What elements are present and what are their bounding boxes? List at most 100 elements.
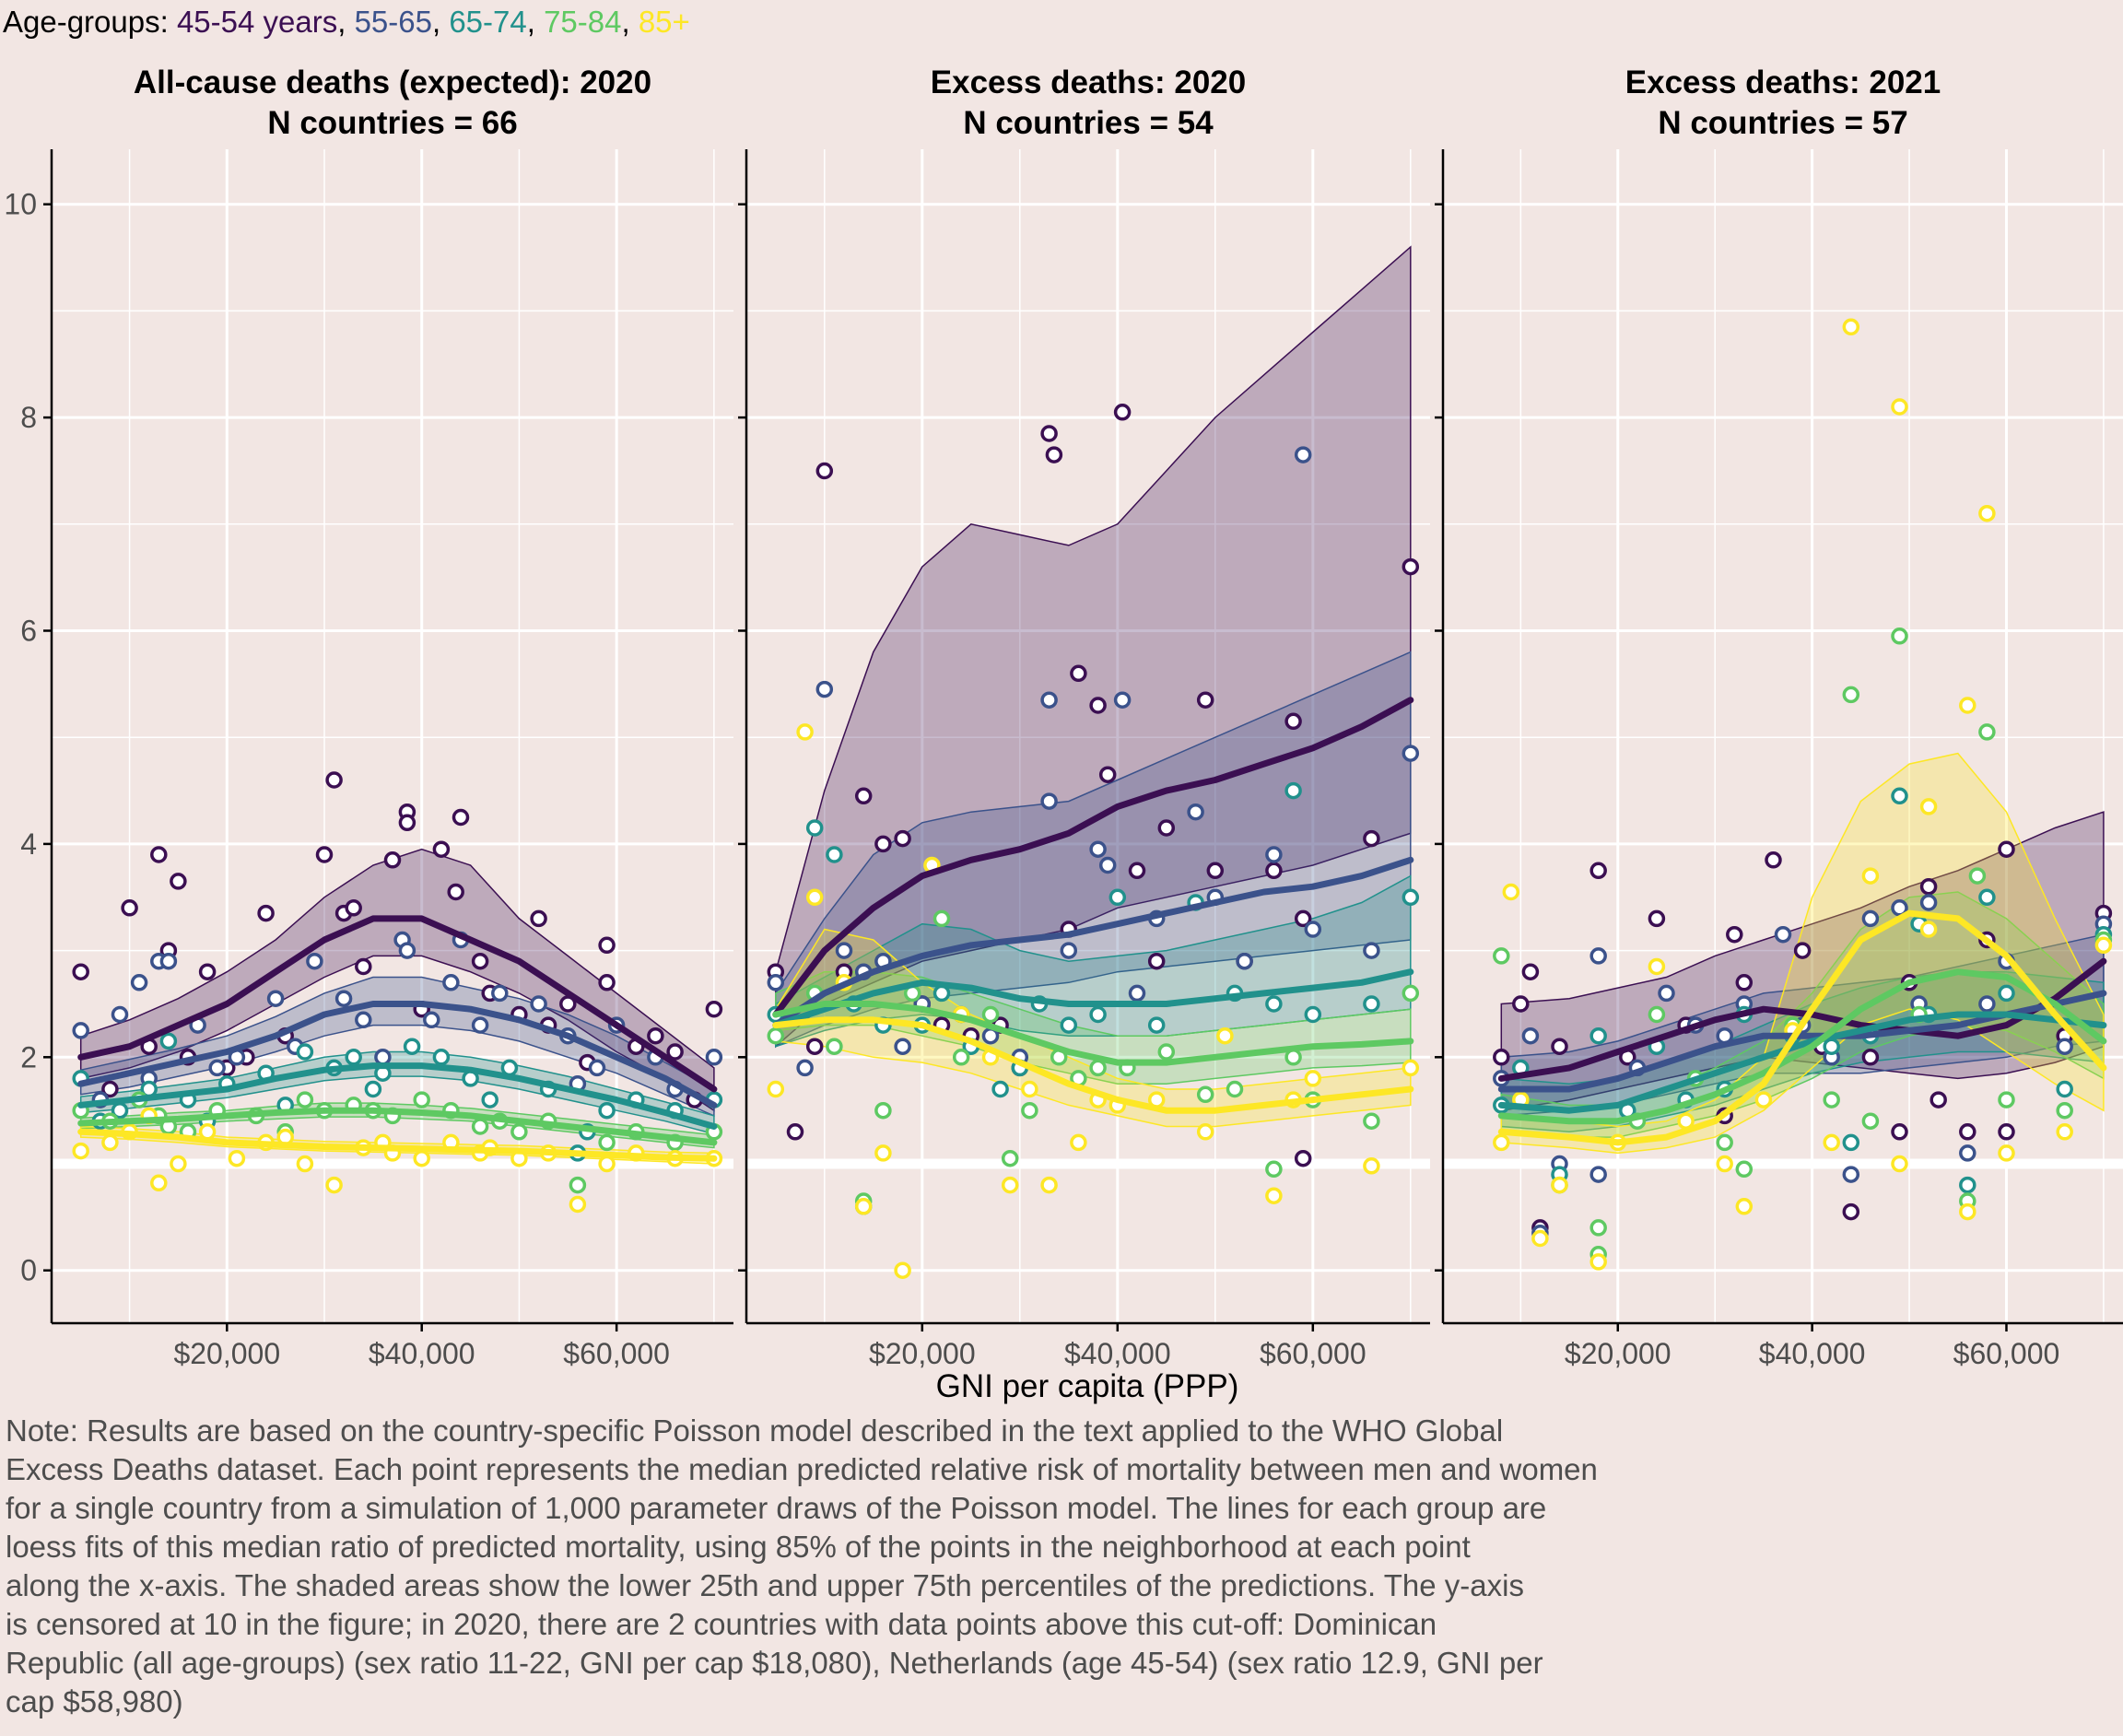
data-point <box>1891 1155 1908 1173</box>
y-tick-label: 2 <box>20 1040 37 1073</box>
data-point <box>345 899 362 917</box>
data-point <box>1294 446 1312 463</box>
data-point <box>1959 1176 1976 1194</box>
data-point <box>306 952 323 970</box>
data-point <box>1959 697 1976 714</box>
data-point <box>874 1144 892 1162</box>
data-point <box>1521 1026 1540 1045</box>
data-point <box>894 1261 911 1279</box>
data-point <box>1793 942 1812 959</box>
data-point <box>257 904 275 922</box>
data-point <box>296 1043 314 1061</box>
data-point <box>491 984 509 1003</box>
data-point <box>72 963 89 980</box>
data-point <box>150 1174 168 1192</box>
data-point <box>854 787 873 805</box>
data-point <box>72 1142 89 1160</box>
data-point <box>364 1080 382 1098</box>
data-point <box>1206 862 1225 880</box>
x-tick-label: $40,000 <box>1759 1337 1866 1370</box>
data-point <box>705 1000 723 1018</box>
panel-subtitle: N countries = 66 <box>267 105 517 141</box>
data-point <box>598 1133 616 1152</box>
data-point <box>1040 691 1058 709</box>
data-point <box>1551 1176 1568 1194</box>
data-point <box>1147 1016 1166 1034</box>
data-point <box>1402 1059 1420 1077</box>
panel-subtitle: N countries = 54 <box>963 105 1214 141</box>
data-point <box>1363 1112 1380 1130</box>
x-axis-label: GNI per capita (PPP) <box>936 1368 1239 1404</box>
data-point <box>1648 1005 1666 1024</box>
data-point <box>805 1038 824 1055</box>
panel-title: All-cause deaths (expected): 2020 <box>134 65 651 100</box>
data-point <box>786 1123 804 1141</box>
data-point <box>228 1149 246 1167</box>
data-point <box>815 462 834 480</box>
data-point <box>1891 899 1908 917</box>
data-point <box>569 1195 587 1214</box>
fit-line-3 <box>772 968 1414 1029</box>
data-point <box>1919 798 1938 815</box>
data-point <box>1040 1176 1058 1194</box>
data-point <box>1648 957 1666 976</box>
data-point <box>398 942 416 959</box>
data-point <box>198 963 217 980</box>
data-point <box>1157 819 1176 837</box>
data-point <box>471 1016 489 1034</box>
data-point <box>413 1149 430 1167</box>
data-point <box>1521 963 1540 980</box>
data-point <box>1402 984 1420 1003</box>
data-point <box>442 974 460 991</box>
y-tick-label: 6 <box>20 615 37 648</box>
data-point <box>1842 1166 1860 1183</box>
data-point <box>1493 1049 1510 1066</box>
data-point <box>1113 691 1132 709</box>
data-point <box>345 1049 362 1066</box>
data-point <box>1998 840 2015 858</box>
fit-line-5 <box>772 1016 1414 1114</box>
data-point <box>1891 787 1908 805</box>
data-point <box>1070 664 1087 683</box>
data-point <box>1001 1149 1019 1167</box>
x-tick-label: $60,000 <box>1953 1337 2060 1370</box>
data-point <box>2056 1101 2073 1120</box>
data-point <box>1021 1080 1038 1098</box>
data-point <box>452 808 470 827</box>
data-point <box>1861 867 1880 885</box>
data-point <box>1128 984 1146 1003</box>
data-point <box>1589 947 1607 965</box>
data-point <box>1196 1085 1214 1104</box>
data-point <box>1108 888 1127 907</box>
data-point <box>1959 1123 1976 1141</box>
data-point <box>1735 974 1754 991</box>
data-point <box>1060 942 1078 959</box>
data-point <box>383 851 402 869</box>
data-point <box>647 1026 664 1045</box>
data-point <box>1735 1198 1754 1215</box>
panel-subtitle: N countries = 57 <box>1658 105 1907 141</box>
data-point <box>1589 1166 1607 1183</box>
data-point <box>1823 1133 1840 1152</box>
data-point <box>1045 446 1063 463</box>
data-point <box>1098 856 1117 874</box>
chart-panels: All-cause deaths (expected): 2020 N count… <box>4 65 2123 1370</box>
data-point <box>1089 1059 1107 1077</box>
data-point <box>1363 829 1380 848</box>
data-point <box>805 819 824 837</box>
data-point <box>159 952 178 970</box>
data-point <box>325 1176 343 1194</box>
y-tick-label: 4 <box>20 827 37 861</box>
data-point <box>1998 1144 2015 1162</box>
data-point <box>447 883 464 901</box>
data-point <box>1735 1160 1754 1179</box>
data-point <box>854 1198 873 1215</box>
data-point <box>1842 1202 1860 1221</box>
data-point <box>2056 1038 2073 1055</box>
data-point <box>1304 1070 1322 1087</box>
data-point <box>150 846 168 863</box>
data-point <box>423 1011 440 1029</box>
data-point <box>666 1043 684 1061</box>
data-point <box>1919 921 1938 938</box>
